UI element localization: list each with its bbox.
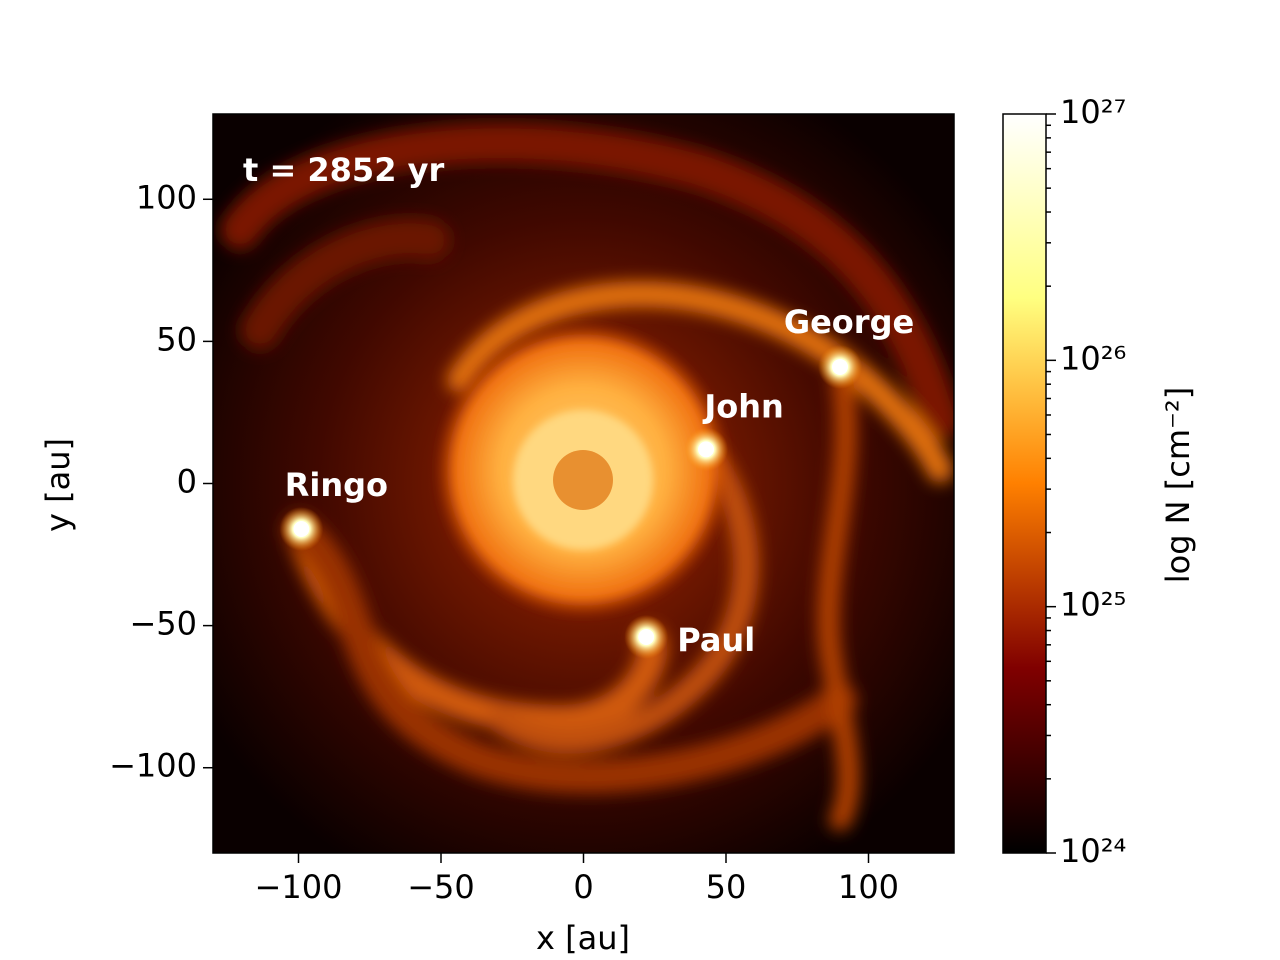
time-annotation: t = 2852 yr [243, 151, 444, 189]
star [638, 628, 655, 645]
colorbar-tick-label: 10²⁴ [1060, 832, 1126, 870]
y-tick-label: 100 [136, 178, 197, 216]
y-tick-label: 50 [156, 320, 197, 358]
y-tick-label: 0 [177, 463, 197, 501]
y-axis-label: y [au] [39, 438, 77, 532]
star [698, 441, 715, 458]
star-label: John [702, 387, 783, 425]
colorbar-tick-label: 10²⁶ [1060, 339, 1126, 377]
colorbar-tick-label: 10²⁵ [1060, 586, 1126, 624]
star-label: Ringo [285, 466, 388, 504]
y-tick-label: −100 [109, 747, 197, 785]
x-tick-label: 50 [706, 868, 747, 906]
star-label: George [784, 303, 914, 341]
y-tick-label: −50 [129, 605, 197, 643]
star [293, 520, 310, 537]
star [832, 358, 848, 375]
x-tick-label: 0 [573, 868, 593, 906]
density-map [213, 114, 954, 853]
x-tick-label: 100 [838, 868, 899, 906]
colorbar-tick-label: 10²⁷ [1060, 93, 1126, 131]
colorbar [1002, 113, 1047, 854]
x-tick-label: −50 [407, 868, 475, 906]
colorbar-label: log N [cm⁻²] [1159, 387, 1197, 584]
star-label: Paul [677, 621, 755, 659]
x-tick-label: −100 [255, 868, 343, 906]
x-axis-label: x [au] [536, 919, 630, 957]
